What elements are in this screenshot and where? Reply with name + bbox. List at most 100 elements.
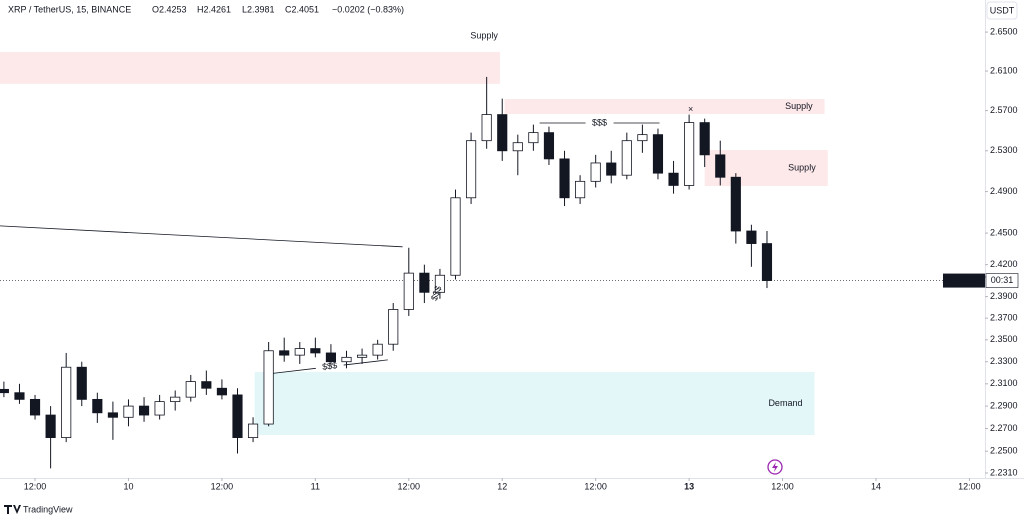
- header: XRP / TetherUS, 15, BINANCE O2.4253 H2.4…: [8, 4, 404, 14]
- logo: [4, 505, 21, 514]
- candle-body: [216, 387, 227, 396]
- candle-body: [761, 243, 773, 281]
- candle-body: [512, 142, 523, 152]
- candle-body: [450, 197, 461, 276]
- x-tick-label: 14: [871, 481, 881, 491]
- zone: [0, 51, 500, 84]
- line-label: $$$: [322, 360, 338, 372]
- candle-body: [279, 350, 290, 356]
- x-tick-label: 12:00: [211, 481, 234, 491]
- zone-label: Supply: [785, 101, 813, 111]
- candle-body: [466, 140, 477, 199]
- candle-body: [434, 274, 446, 293]
- x-tick-label: 12:00: [958, 481, 981, 491]
- x-tick-label: 12:00: [398, 481, 421, 491]
- candle-body: [325, 352, 337, 363]
- ohlc-open: O2.4253: [152, 4, 187, 14]
- line-label: $$$: [592, 117, 607, 127]
- candle-body: [668, 172, 679, 186]
- y-tick-label: 2.3500: [990, 334, 1018, 344]
- candle-body: [45, 414, 56, 438]
- candle-body: [0, 388, 9, 394]
- y-tick-label: 2.2700: [990, 423, 1018, 433]
- price-tag-bg: [943, 273, 985, 288]
- note: $$$: [429, 284, 444, 302]
- note: ×: [688, 104, 693, 114]
- x-tick-label: 12:00: [584, 481, 607, 491]
- y-tick-label: 2.3100: [990, 378, 1018, 388]
- zone-label: Demand: [768, 398, 802, 408]
- change: −0.0202 (−0.83%): [332, 4, 404, 14]
- candle-body: [310, 348, 321, 354]
- x-tick-label: 13: [684, 481, 694, 491]
- candle-body: [232, 394, 243, 438]
- candle-body: [715, 154, 726, 178]
- candle-body: [746, 230, 757, 244]
- currency[interactable]: USDT: [990, 5, 1015, 15]
- y-tick-label: 2.3300: [990, 356, 1018, 366]
- x-tick-label: 10: [123, 481, 133, 491]
- candle-body: [403, 272, 414, 310]
- candle-body: [341, 356, 352, 363]
- alert-bolt: [772, 462, 778, 472]
- candle-body: [185, 381, 196, 398]
- y-tick-label: 2.3900: [990, 291, 1018, 301]
- zone-label: Supply: [470, 30, 498, 40]
- candle-body: [247, 423, 259, 438]
- x-tick-label: 12:00: [24, 481, 47, 491]
- candle-body: [263, 350, 274, 425]
- trend-line: [0, 225, 403, 248]
- candle-body: [294, 348, 305, 356]
- candle-body: [107, 412, 118, 418]
- ohlc-high: H2.4261: [197, 4, 231, 14]
- candle-body: [123, 405, 134, 418]
- x-tick-label: 12: [497, 481, 507, 491]
- candle-body: [699, 122, 710, 156]
- candle-body: [730, 176, 741, 232]
- y-tick-label: 2.2900: [990, 400, 1018, 410]
- candle-body: [201, 381, 212, 389]
- candle-body: [590, 162, 601, 182]
- zone-label: Supply: [788, 162, 816, 172]
- price-tag-symbol: XRPUSDT: [942, 275, 986, 285]
- y-tick-label: 2.4200: [990, 259, 1018, 269]
- y-tick-label: 2.4500: [990, 227, 1018, 237]
- candle-body: [170, 396, 181, 403]
- zone: [254, 371, 815, 435]
- y-tick-label: 2.6100: [990, 65, 1018, 75]
- currency-button[interactable]: [986, 1, 1018, 20]
- candle-body: [606, 162, 617, 176]
- candle-body: [14, 392, 25, 400]
- candle-body: [92, 398, 103, 414]
- candle-body: [559, 158, 570, 199]
- candle-body: [138, 405, 150, 416]
- brand: TradingView: [23, 504, 73, 514]
- price-tag-time-bg: [985, 273, 1019, 288]
- plot: Supply Supply Supply Demand $$$ $$$ $$$ ×: [0, 30, 985, 469]
- candle-body: [388, 309, 399, 345]
- zone: [504, 99, 825, 114]
- y-tick-label: 2.5700: [990, 105, 1018, 115]
- symbol: XRP / TetherUS, 15, BINANCE: [8, 4, 131, 14]
- x-tick-label: 11: [311, 481, 320, 491]
- y-tick-label: 2.6500: [990, 26, 1018, 36]
- drawn-line: [271, 359, 388, 374]
- ohlc-low: L2.3981: [242, 4, 275, 14]
- candle-body: [29, 398, 41, 416]
- candle-body: [61, 366, 72, 438]
- candle-body: [575, 180, 586, 199]
- y-tick-label: 2.5300: [990, 145, 1018, 155]
- candle-body: [652, 134, 664, 174]
- alert-icon[interactable]: [767, 459, 783, 475]
- candle-body: [621, 140, 632, 176]
- candle-body: [419, 272, 430, 293]
- candle-body: [372, 343, 383, 356]
- candle-body: [528, 132, 539, 144]
- x-tick-label: 12:00: [771, 481, 794, 491]
- candle-body: [481, 114, 492, 142]
- ohlc-close: C2.4051: [285, 4, 319, 14]
- candle-body: [357, 354, 368, 358]
- y-tick-label: 2.4900: [990, 186, 1018, 196]
